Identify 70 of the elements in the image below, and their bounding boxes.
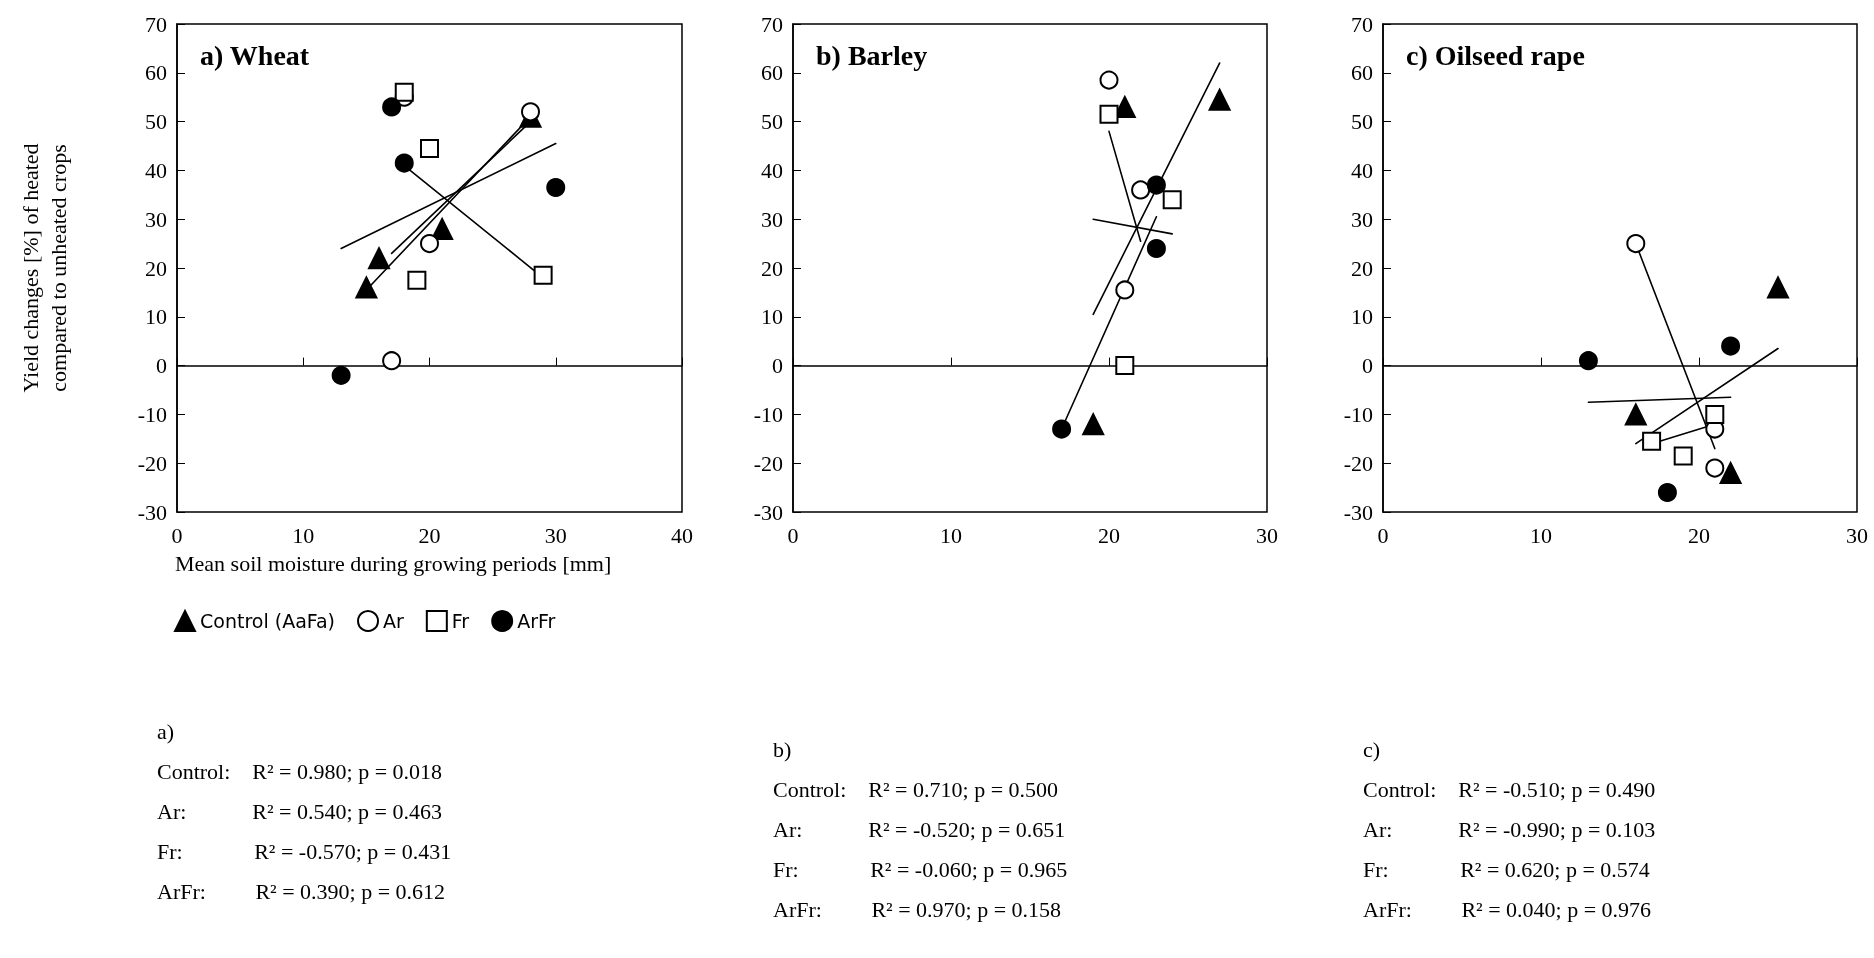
text: Ar: R² = 0.540; p = 0.463 [157, 798, 444, 826]
y-tick-label: 70 [761, 11, 783, 37]
y-tick-label: 50 [145, 109, 167, 135]
text: Fr: R² = -0.570; p = 0.431 [157, 838, 452, 866]
y-tick-label: -20 [137, 450, 167, 476]
y-tick-label: 0 [772, 353, 783, 379]
text: b) Barley [816, 39, 928, 71]
y-tick-label: 20 [761, 255, 783, 281]
y-tick-label: 70 [145, 11, 167, 37]
y-tick-label: -30 [1343, 499, 1373, 525]
y-tick-label: 50 [1351, 109, 1373, 135]
text: ArFr: R² = 0.040; p = 0.976 [1363, 896, 1653, 924]
legend-label: Fr [451, 610, 470, 632]
x-tick-label: 30 [1256, 522, 1278, 548]
text: Ar: R² = -0.990; p = 0.103 [1363, 816, 1656, 844]
y-tick-label: 10 [145, 304, 167, 330]
text: c) [1363, 736, 1382, 764]
y-axis-title: Yield changes [%] of heated compared to unheated crops [17, 143, 71, 393]
y-tick-label: 40 [145, 157, 167, 183]
text: a) Wheat [200, 39, 310, 71]
y-tick-label: 10 [1351, 304, 1373, 330]
legend-label: ArFr [517, 610, 556, 632]
text: ArFr: R² = 0.970; p = 0.158 [773, 896, 1063, 924]
y-tick-label: 20 [145, 255, 167, 281]
x-tick-label: 30 [1846, 522, 1868, 548]
y-tick-label: 30 [145, 206, 167, 232]
y-tick-label: 0 [156, 353, 167, 379]
y-tick-label: 60 [145, 60, 167, 86]
x-tick-label: 10 [292, 522, 315, 548]
x-tick-label: 40 [671, 522, 693, 548]
text: ArFr: R² = 0.390; p = 0.612 [157, 878, 447, 906]
y-tick-label: -20 [753, 450, 783, 476]
x-tick-label: 30 [544, 522, 567, 548]
y-tick-label: 60 [1351, 60, 1373, 86]
text: Control: R² = 0.980; p = 0.018 [157, 758, 444, 786]
text: Control: R² = -0.510; p = 0.490 [1363, 776, 1656, 804]
y-tick-label: -10 [1343, 401, 1373, 427]
legend-label: Control (AaFa) [200, 610, 336, 632]
y-tick-label: 10 [761, 304, 783, 330]
x-tick-label: 10 [1530, 522, 1552, 548]
y-tick-label: 50 [761, 109, 783, 135]
x-tick-label: 0 [1377, 522, 1389, 548]
y-tick-label: 20 [1351, 255, 1373, 281]
x-tick-label: 20 [418, 522, 441, 548]
y-tick-label: 30 [1351, 206, 1373, 232]
y-tick-label: -30 [137, 499, 167, 525]
y-tick-label: -10 [137, 401, 167, 427]
x-axis-title: Mean soil moisture during growing periods [mm] [175, 550, 612, 576]
x-tick-label: 0 [787, 522, 799, 548]
text: Fr: R² = -0.060; p = 0.965 [773, 856, 1068, 884]
x-tick-label: 10 [940, 522, 962, 548]
y-tick-label: 60 [761, 60, 783, 86]
text: b) [773, 736, 793, 764]
x-tick-label: 20 [1688, 522, 1710, 548]
x-tick-label: 0 [171, 522, 183, 548]
y-tick-label: 30 [761, 206, 783, 232]
text: a) [157, 718, 176, 746]
y-tick-label: -30 [753, 499, 783, 525]
y-tick-label: -20 [1343, 450, 1373, 476]
text: Fr: R² = 0.620; p = 0.574 [1363, 856, 1651, 884]
x-tick-label: 20 [1098, 522, 1120, 548]
y-tick-label: 40 [761, 157, 783, 183]
y-tick-label: -10 [753, 401, 783, 427]
text: c) Oilseed rape [1406, 39, 1585, 71]
y-tick-label: 0 [1362, 353, 1373, 379]
y-tick-label: 70 [1351, 11, 1373, 37]
legend-label: Ar [383, 610, 405, 632]
text: Control: R² = 0.710; p = 0.500 [773, 776, 1060, 804]
text: Ar: R² = -0.520; p = 0.651 [773, 816, 1067, 844]
y-tick-label: 40 [1351, 157, 1373, 183]
